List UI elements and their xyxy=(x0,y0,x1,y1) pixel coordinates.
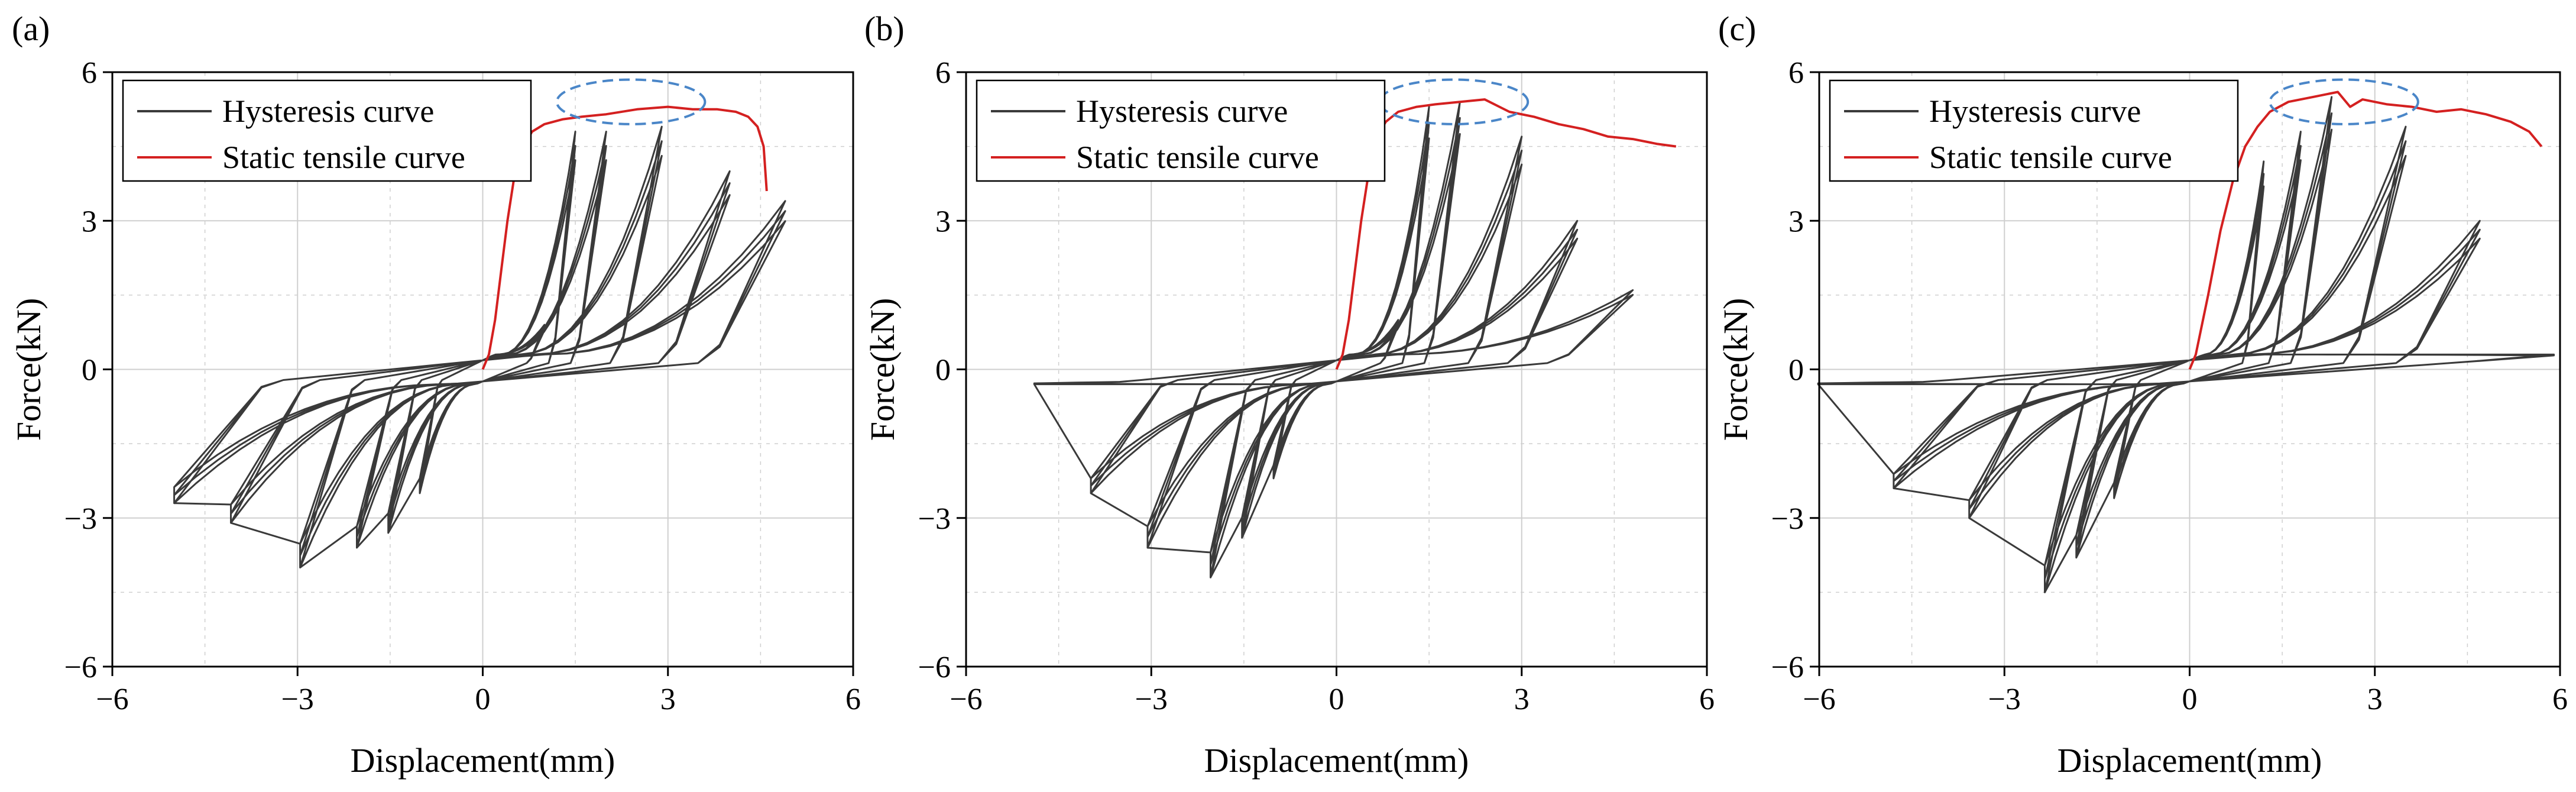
x-tick-label: 3 xyxy=(2367,683,2383,716)
x-tick-label: 3 xyxy=(1514,683,1530,716)
x-tick-label: 0 xyxy=(2182,683,2198,716)
x-axis-title: Displacement(mm) xyxy=(351,741,615,780)
y-tick-label: −6 xyxy=(918,651,951,684)
y-tick-label: −6 xyxy=(64,651,97,684)
x-tick-label: 6 xyxy=(2552,683,2568,716)
y-tick-label: 3 xyxy=(935,205,951,238)
y-tick-label: 0 xyxy=(82,354,97,387)
legend-label: Hysteresis curve xyxy=(222,93,434,129)
x-axis-title: Displacement(mm) xyxy=(1204,741,1469,780)
chart-panel-3: (c) −6 −3 0 3 6 −6 −3 0 3 6 Displacement(mm) Force(k… xyxy=(1716,9,2568,780)
x-tick-label: 3 xyxy=(660,683,676,716)
highlight-ellipse xyxy=(555,78,707,125)
y-axis-title: Force(kN) xyxy=(863,298,902,441)
y-tick-label: 6 xyxy=(1788,56,1804,90)
legend-label: Static tensile curve xyxy=(222,140,465,175)
panel-label: (c) xyxy=(1718,9,1756,48)
y-tick-label: 3 xyxy=(1788,205,1804,238)
x-tick-label: 6 xyxy=(845,683,861,716)
legend: Hysteresis curve Static tensile curve xyxy=(976,79,1386,182)
series-static-tensile-curve xyxy=(1335,98,1677,370)
legend-box xyxy=(976,79,1386,182)
x-tick-label: −3 xyxy=(281,683,314,716)
legend: Hysteresis curve Static tensile curve xyxy=(122,79,532,182)
chart-panel-2: (b) −6 −3 0 3 6 −6 −3 0 3 6 Displacement(mm) Force(k… xyxy=(863,9,1715,780)
y-axis-title: Force(kN) xyxy=(1716,298,1755,441)
x-axis-title: Displacement(mm) xyxy=(2057,741,2322,780)
legend: Hysteresis curve Static tensile curve xyxy=(1829,79,2239,182)
y-tick-label: −6 xyxy=(1771,651,1804,684)
y-tick-label: 6 xyxy=(82,56,97,90)
legend-label: Hysteresis curve xyxy=(1076,93,1288,129)
legend-box xyxy=(122,79,532,182)
legend-label: Static tensile curve xyxy=(1076,140,1319,175)
series-static-tensile-curve xyxy=(2188,90,2543,370)
y-tick-label: 3 xyxy=(82,205,97,238)
chart-panel-1: (a) −6 −3 0 3 6 −6 −3 0 3 6 Displacement(mm) Force(k… xyxy=(9,9,861,780)
highlight-ellipse xyxy=(1378,78,1530,125)
x-tick-label: −6 xyxy=(950,683,982,716)
legend-label: Hysteresis curve xyxy=(1929,93,2141,129)
panel-label: (b) xyxy=(864,9,905,48)
y-tick-label: −3 xyxy=(1771,502,1804,536)
x-tick-label: 0 xyxy=(1329,683,1344,716)
y-tick-label: 0 xyxy=(1788,354,1804,387)
x-tick-label: −3 xyxy=(1135,683,1168,716)
y-tick-label: −3 xyxy=(64,502,97,536)
y-tick-label: 0 xyxy=(935,354,951,387)
series-hysteresis-curve xyxy=(1033,101,1634,578)
y-axis-title: Force(kN) xyxy=(9,298,48,441)
y-tick-label: −3 xyxy=(918,502,951,536)
x-tick-label: 6 xyxy=(1699,683,1715,716)
x-tick-label: −6 xyxy=(1803,683,1835,716)
panel-label: (a) xyxy=(12,9,50,48)
series-hysteresis-curve xyxy=(173,125,786,568)
x-tick-label: 0 xyxy=(475,683,491,716)
x-tick-label: −6 xyxy=(96,683,128,716)
highlight-ellipse xyxy=(2269,78,2419,125)
x-tick-label: −3 xyxy=(1988,683,2021,716)
series-static-tensile-curve xyxy=(481,105,768,370)
legend-label: Static tensile curve xyxy=(1929,140,2172,175)
legend-box xyxy=(1829,79,2239,182)
y-tick-label: 6 xyxy=(935,56,951,90)
series-hysteresis-curve xyxy=(1817,96,2555,593)
